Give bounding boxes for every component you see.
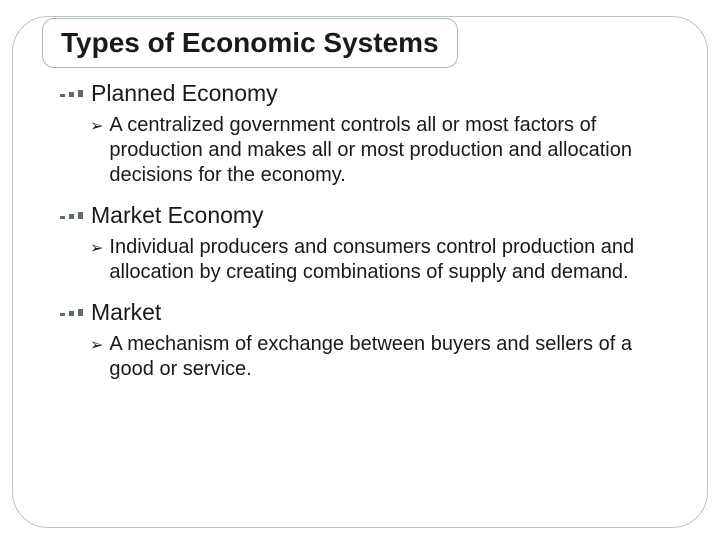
arrow-icon: ➢ [90, 335, 103, 355]
section-title: Market Economy [91, 202, 264, 229]
arrow-icon: ➢ [90, 238, 103, 258]
slide-title: Types of Economic Systems [61, 27, 439, 58]
section-title: Market [91, 299, 161, 326]
bullet-row: ➢ Individual producers and consumers con… [90, 235, 680, 285]
bullet-row: ➢ A mechanism of exchange between buyers… [90, 332, 680, 382]
section-market-economy: Market Economy ➢ Individual producers an… [60, 202, 680, 285]
arrow-icon: ➢ [90, 116, 103, 136]
bullet-text: Individual producers and consumers contr… [109, 235, 680, 285]
bullet-dots-icon [60, 309, 83, 316]
section-market: Market ➢ A mechanism of exchange between… [60, 299, 680, 382]
section-title: Planned Economy [91, 80, 278, 107]
bullet-text: A mechanism of exchange between buyers a… [109, 332, 680, 382]
bullet-row: ➢ A centralized government controls all … [90, 113, 680, 188]
bullet-dots-icon [60, 90, 83, 97]
slide-content: Planned Economy ➢ A centralized governme… [60, 80, 680, 396]
section-planned-economy: Planned Economy ➢ A centralized governme… [60, 80, 680, 188]
bullet-text: A centralized government controls all or… [109, 113, 680, 188]
section-header: Planned Economy [60, 80, 680, 107]
title-chip: Types of Economic Systems [42, 18, 458, 68]
section-header: Market [60, 299, 680, 326]
bullet-dots-icon [60, 212, 83, 219]
section-header: Market Economy [60, 202, 680, 229]
